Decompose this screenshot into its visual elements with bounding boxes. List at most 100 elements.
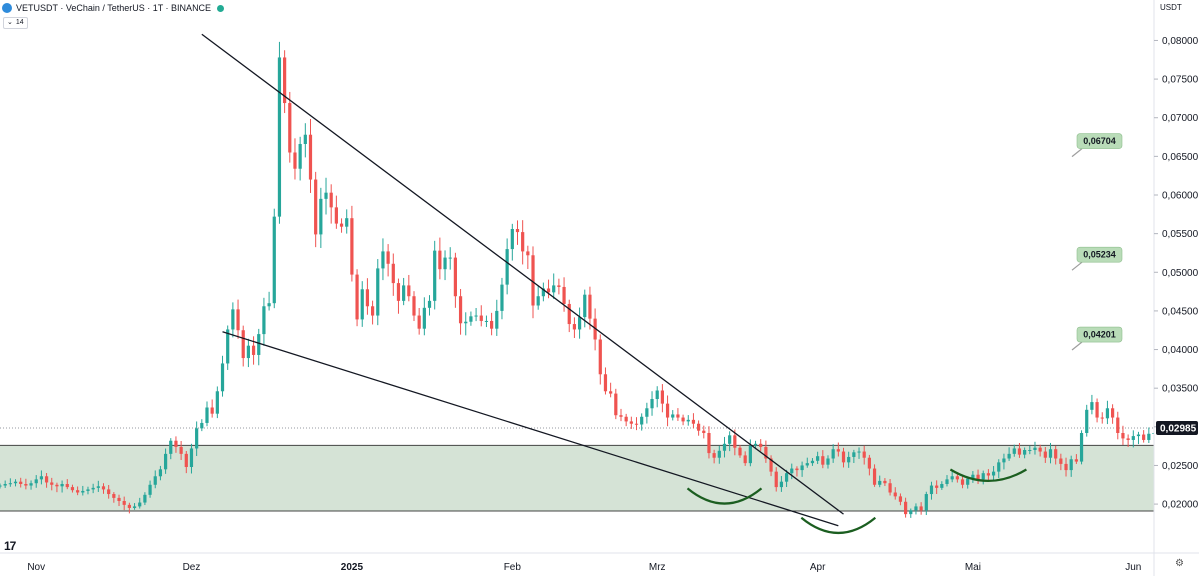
indicator-pill[interactable]: ⌄ 14 (3, 17, 28, 29)
candle[interactable] (557, 278, 561, 295)
candle[interactable] (1048, 442, 1053, 464)
candle[interactable] (448, 247, 452, 270)
candle[interactable] (1126, 434, 1130, 447)
candle[interactable] (805, 457, 809, 468)
candle[interactable] (407, 274, 411, 302)
candle[interactable] (308, 119, 313, 193)
candle[interactable] (991, 466, 996, 482)
candle[interactable] (624, 413, 628, 427)
candle[interactable] (298, 136, 302, 181)
candle[interactable] (640, 413, 644, 431)
candle[interactable] (81, 485, 85, 496)
candle[interactable] (277, 41, 282, 224)
candle[interactable] (29, 480, 33, 490)
candle[interactable] (671, 410, 675, 421)
candle[interactable] (153, 470, 157, 489)
candle[interactable] (76, 486, 80, 496)
candle[interactable] (940, 481, 944, 490)
candle[interactable] (935, 480, 939, 495)
candle[interactable] (70, 484, 75, 493)
upper-trendline[interactable] (201, 33, 844, 515)
candle[interactable] (464, 312, 468, 336)
candle[interactable] (0, 483, 2, 489)
candle[interactable] (1085, 404, 1089, 437)
price-axis-currency[interactable]: USDT (1160, 3, 1182, 12)
candle[interactable] (536, 285, 540, 310)
candle[interactable] (841, 447, 846, 468)
candle[interactable] (945, 475, 949, 487)
candle[interactable] (515, 220, 520, 245)
candle[interactable] (1007, 447, 1011, 461)
candle[interactable] (800, 461, 804, 477)
candle[interactable] (13, 479, 18, 487)
bottom-arc-3[interactable] (949, 468, 1027, 482)
candle[interactable] (562, 277, 566, 312)
candle[interactable] (143, 492, 147, 506)
candle[interactable] (272, 208, 276, 309)
candle[interactable] (1028, 445, 1032, 455)
candle[interactable] (345, 209, 349, 234)
candle[interactable] (1069, 455, 1073, 477)
candle[interactable] (1105, 400, 1110, 425)
candle[interactable] (288, 91, 292, 163)
candle[interactable] (339, 218, 344, 233)
candle[interactable] (200, 419, 204, 432)
candle[interactable] (541, 282, 545, 302)
candle[interactable] (572, 317, 577, 339)
price-target-label[interactable]: 0,06704 (1071, 133, 1123, 158)
candle[interactable] (857, 447, 861, 459)
candle[interactable] (1136, 431, 1141, 445)
candle[interactable] (955, 472, 959, 483)
candle[interactable] (1033, 441, 1037, 455)
candle[interactable] (847, 451, 851, 468)
bottom-arc-2[interactable] (800, 516, 877, 535)
candle[interactable] (1054, 445, 1058, 465)
candle[interactable] (909, 508, 913, 518)
candle[interactable] (821, 450, 825, 469)
candle[interactable] (836, 442, 840, 457)
candle[interactable] (759, 439, 763, 452)
candle[interactable] (862, 445, 866, 465)
candle[interactable] (24, 478, 28, 490)
candle[interactable] (691, 413, 696, 429)
candle[interactable] (138, 497, 142, 509)
candle[interactable] (764, 440, 768, 463)
candle[interactable] (391, 253, 395, 296)
candle[interactable] (303, 123, 307, 158)
candle[interactable] (784, 469, 789, 487)
candle[interactable] (1079, 430, 1084, 465)
candle[interactable] (831, 444, 835, 463)
candle[interactable] (350, 205, 354, 282)
candle[interactable] (8, 478, 12, 487)
candle[interactable] (655, 386, 659, 408)
candle[interactable] (728, 431, 732, 452)
candle[interactable] (417, 307, 421, 335)
candle[interactable] (215, 386, 219, 419)
candle[interactable] (122, 496, 126, 511)
candle[interactable] (779, 476, 784, 492)
candle[interactable] (189, 443, 194, 474)
candle[interactable] (619, 408, 623, 422)
candle[interactable] (55, 482, 59, 493)
candle[interactable] (50, 477, 54, 491)
price-axis[interactable] (1154, 0, 1199, 576)
candle[interactable] (645, 402, 649, 424)
candle[interactable] (184, 450, 188, 474)
candle[interactable] (169, 438, 173, 460)
candle[interactable] (976, 469, 980, 485)
candle[interactable] (386, 244, 390, 277)
candle[interactable] (867, 454, 871, 476)
candle[interactable] (893, 487, 897, 500)
candle[interactable] (231, 302, 235, 338)
candle[interactable] (334, 195, 338, 229)
candle[interactable] (220, 355, 225, 397)
candle[interactable] (743, 451, 747, 466)
candle[interactable] (195, 421, 199, 457)
candle[interactable] (986, 469, 991, 481)
candle[interactable] (712, 449, 716, 464)
candle[interactable] (236, 299, 240, 339)
candle[interactable] (790, 463, 794, 480)
candle[interactable] (1121, 425, 1125, 446)
candle[interactable] (1043, 446, 1047, 463)
